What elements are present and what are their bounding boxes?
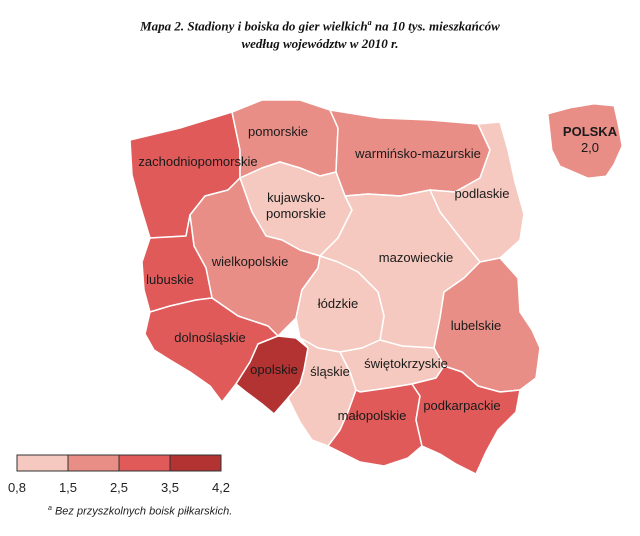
region-malopolskie[interactable]: [327, 383, 423, 467]
national-label: POLSKA: [563, 124, 618, 139]
label-kujawsko-pomorskie-line2: pomorskie: [266, 206, 326, 221]
label-podlaskie: podlaskie: [455, 186, 510, 201]
label-podkarpackie: podkarpackie: [423, 398, 500, 413]
footnote: a Bez przyszkolnych boisk piłkarskich.: [48, 505, 233, 518]
region-podkarpackie[interactable]: [411, 365, 521, 475]
legend-tick: 3,5: [160, 480, 180, 495]
title-line-1: Mapa 2. Stadiony i boiska do gier wielki…: [140, 18, 500, 34]
label-opolskie: opolskie: [250, 362, 298, 377]
legend-class-4: [169, 454, 222, 472]
label-dolnoslaskie: dolnośląskie: [174, 330, 246, 345]
title-line-2: według województw w 2010 r.: [241, 36, 399, 52]
legend-class-3: [118, 454, 171, 472]
legend-tick: 1,5: [58, 480, 78, 495]
label-mazowieckie: mazowieckie: [379, 250, 453, 265]
legend-tick: 0,8: [7, 480, 27, 495]
national-value: 2,0: [581, 140, 599, 155]
label-zachodniopomorskie: zachodniopomorskie: [138, 154, 257, 169]
legend-class-2: [67, 454, 120, 472]
label-wielkopolskie: wielkopolskie: [211, 254, 289, 269]
legend-class-1: [16, 454, 69, 472]
label-pomorskie: pomorskie: [248, 124, 308, 139]
legend-tick: 4,2: [211, 480, 231, 495]
legend-tick: 2,5: [109, 480, 129, 495]
label-warminsko-mazurskie: warmińsko-mazurskie: [354, 146, 481, 161]
label-kujawsko-pomorskie-line1: kujawsko-: [267, 190, 325, 205]
label-lodzkie: łódzkie: [318, 296, 358, 311]
label-malopolskie: małopolskie: [338, 408, 407, 423]
label-lubuskie: lubuskie: [146, 272, 194, 287]
label-lubelskie: lubelskie: [451, 318, 502, 333]
label-slaskie: śląskie: [310, 364, 350, 379]
poland-inset-map: [547, 103, 623, 179]
legend: [16, 454, 222, 472]
label-swietokrzyskie: świętokrzyskie: [364, 356, 448, 371]
map-title: Mapa 2. Stadiony i boiska do gier wielki…: [0, 14, 640, 53]
